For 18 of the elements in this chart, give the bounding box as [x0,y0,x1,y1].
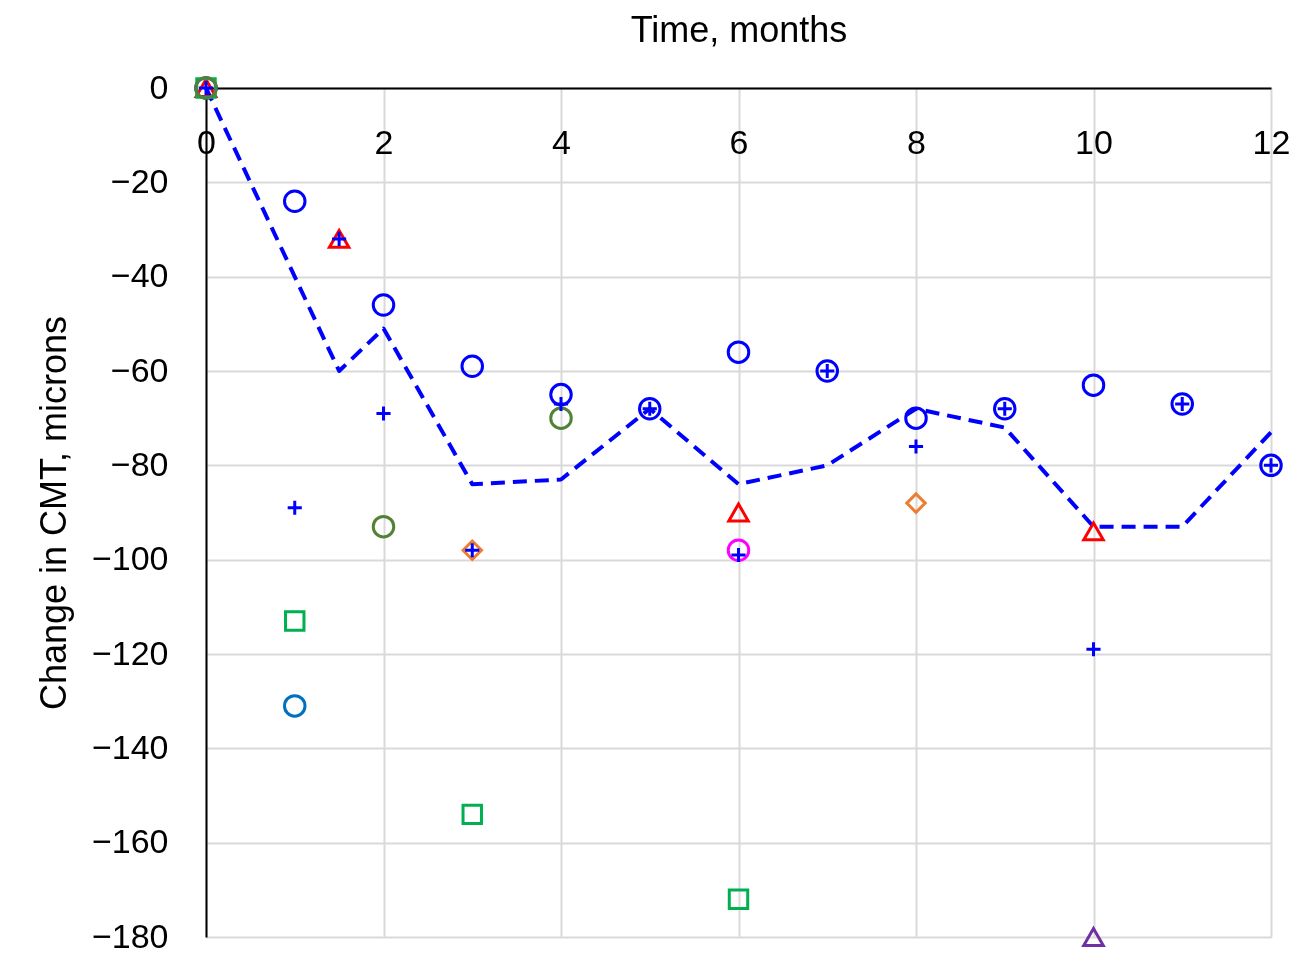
y-tick-label: −120 [91,633,169,672]
x-axis-title: Time, months [630,8,848,50]
y-tick-label: −80 [110,444,169,483]
y-tick-label: −140 [91,727,169,766]
x-tick-label: 6 [729,122,749,161]
x-tick-label: 10 [1075,122,1113,161]
y-tick-label: −60 [110,350,169,389]
x-tick-label: 2 [374,122,394,161]
x-tick-label: 8 [907,122,926,161]
y-tick-label: −160 [91,822,169,861]
y-tick-label: −100 [91,539,169,578]
x-tick-label: 12 [1252,122,1291,161]
x-tick-label: 4 [552,122,571,161]
y-tick-label: −20 [110,161,169,200]
y-tick-label: −180 [91,916,169,955]
y-tick-label: −40 [110,256,169,295]
y-tick-label: 0 [149,67,169,106]
y-axis-title: Change in CMT, microns [32,315,74,711]
